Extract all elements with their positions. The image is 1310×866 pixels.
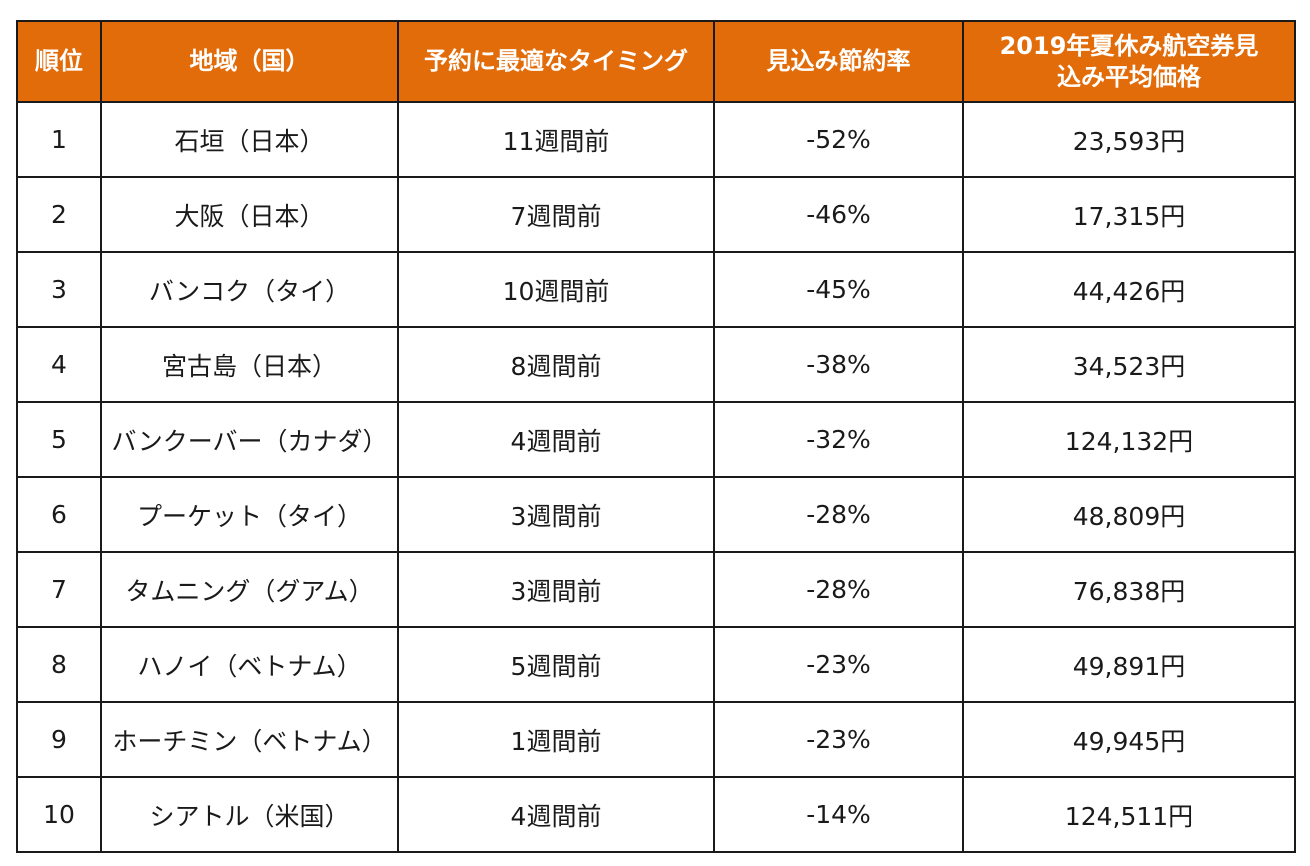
cell-price: 76,838円 [962,551,1296,628]
cell-saving: -38% [713,326,964,403]
cell-timing: 4週間前 [397,401,715,478]
header-saving: 見込み節約率 [713,20,964,103]
cell-price: 124,132円 [962,401,1296,478]
cell-region: バンクーバー（カナダ） [100,401,399,478]
cell-rank: 2 [16,176,102,253]
table-body: 1 石垣（日本） 11週間前 -52% 23,593円 2 大阪（日本） 7週間… [16,101,1296,853]
cell-price: 34,523円 [962,326,1296,403]
cell-region: シアトル（米国） [100,776,399,853]
header-price-line1: 2019年夏休み航空券見 [999,31,1259,60]
cell-timing: 11週間前 [397,101,715,178]
header-timing: 予約に最適なタイミング [397,20,715,103]
header-price: 2019年夏休み航空券見 込み平均価格 [962,20,1296,103]
cell-timing: 7週間前 [397,176,715,253]
cell-timing: 10週間前 [397,251,715,328]
cell-timing: 3週間前 [397,476,715,553]
cell-rank: 10 [16,776,102,853]
table-row: 8 ハノイ（ベトナム） 5週間前 -23% 49,891円 [16,626,1296,703]
cell-price: 44,426円 [962,251,1296,328]
cell-rank: 4 [16,326,102,403]
cell-rank: 1 [16,101,102,178]
cell-price: 49,945円 [962,701,1296,778]
flight-booking-ranking-table: 順位 地域（国） 予約に最適なタイミング 見込み節約率 2019年夏休み航空券見… [16,20,1296,853]
table-header: 順位 地域（国） 予約に最適なタイミング 見込み節約率 2019年夏休み航空券見… [16,20,1296,103]
cell-saving: -28% [713,551,964,628]
cell-region: ハノイ（ベトナム） [100,626,399,703]
cell-price: 49,891円 [962,626,1296,703]
cell-timing: 1週間前 [397,701,715,778]
cell-rank: 7 [16,551,102,628]
cell-saving: -52% [713,101,964,178]
cell-rank: 3 [16,251,102,328]
header-region: 地域（国） [100,20,399,103]
header-rank: 順位 [16,20,102,103]
cell-region: プーケット（タイ） [100,476,399,553]
cell-timing: 5週間前 [397,626,715,703]
cell-region: 大阪（日本） [100,176,399,253]
table-row: 10 シアトル（米国） 4週間前 -14% 124,511円 [16,776,1296,853]
cell-saving: -28% [713,476,964,553]
table-row: 3 バンコク（タイ） 10週間前 -45% 44,426円 [16,251,1296,328]
header-price-line2: 込み平均価格 [1057,62,1201,91]
cell-price: 23,593円 [962,101,1296,178]
table-row: 9 ホーチミン（ベトナム） 1週間前 -23% 49,945円 [16,701,1296,778]
cell-timing: 3週間前 [397,551,715,628]
cell-saving: -14% [713,776,964,853]
cell-region: 宮古島（日本） [100,326,399,403]
table-row: 7 タムニング（グアム） 3週間前 -28% 76,838円 [16,551,1296,628]
cell-rank: 8 [16,626,102,703]
cell-price: 124,511円 [962,776,1296,853]
table-row: 5 バンクーバー（カナダ） 4週間前 -32% 124,132円 [16,401,1296,478]
table-row: 1 石垣（日本） 11週間前 -52% 23,593円 [16,101,1296,178]
cell-timing: 8週間前 [397,326,715,403]
cell-price: 17,315円 [962,176,1296,253]
cell-saving: -32% [713,401,964,478]
cell-rank: 6 [16,476,102,553]
cell-rank: 9 [16,701,102,778]
cell-saving: -45% [713,251,964,328]
cell-timing: 4週間前 [397,776,715,853]
header-row: 順位 地域（国） 予約に最適なタイミング 見込み節約率 2019年夏休み航空券見… [16,20,1296,103]
table-row: 2 大阪（日本） 7週間前 -46% 17,315円 [16,176,1296,253]
cell-saving: -23% [713,626,964,703]
cell-region: ホーチミン（ベトナム） [100,701,399,778]
table-row: 4 宮古島（日本） 8週間前 -38% 34,523円 [16,326,1296,403]
cell-region: バンコク（タイ） [100,251,399,328]
cell-region: タムニング（グアム） [100,551,399,628]
cell-price: 48,809円 [962,476,1296,553]
cell-region: 石垣（日本） [100,101,399,178]
cell-saving: -23% [713,701,964,778]
cell-saving: -46% [713,176,964,253]
table-row: 6 プーケット（タイ） 3週間前 -28% 48,809円 [16,476,1296,553]
cell-rank: 5 [16,401,102,478]
